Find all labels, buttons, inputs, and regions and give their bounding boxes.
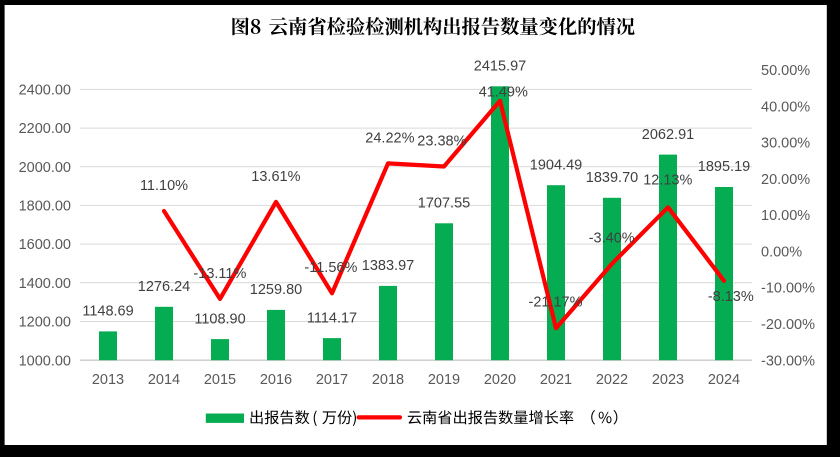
svg-text:2200.00: 2200.00 bbox=[19, 121, 71, 137]
svg-text:-10.00%: -10.00% bbox=[761, 281, 815, 297]
svg-text:1400.00: 1400.00 bbox=[19, 276, 71, 292]
svg-text:40.00%: 40.00% bbox=[761, 99, 810, 115]
svg-text:1839.70: 1839.70 bbox=[586, 170, 638, 186]
svg-text:-8.13%: -8.13% bbox=[708, 289, 754, 305]
svg-text:2021: 2021 bbox=[540, 372, 572, 388]
svg-text:1108.90: 1108.90 bbox=[194, 311, 245, 327]
svg-text:10.00%: 10.00% bbox=[761, 208, 810, 224]
svg-text:11.10%: 11.10% bbox=[140, 178, 188, 194]
svg-text:2415.97: 2415.97 bbox=[474, 59, 526, 75]
svg-text:2016: 2016 bbox=[260, 372, 292, 388]
svg-text:2024: 2024 bbox=[708, 372, 740, 388]
svg-text:-3.40%: -3.40% bbox=[589, 231, 635, 247]
svg-text:1600.00: 1600.00 bbox=[19, 237, 71, 253]
svg-text:1000.00: 1000.00 bbox=[19, 353, 71, 369]
svg-text:-13.11%: -13.11% bbox=[193, 266, 246, 282]
svg-text:23.38%: 23.38% bbox=[417, 133, 466, 149]
svg-text:1148.69: 1148.69 bbox=[82, 304, 133, 320]
svg-text:2018: 2018 bbox=[372, 372, 404, 388]
svg-text:2023: 2023 bbox=[652, 372, 684, 388]
svg-text:-21.17%: -21.17% bbox=[528, 295, 582, 311]
svg-text:2022: 2022 bbox=[596, 372, 628, 388]
svg-text:2000.00: 2000.00 bbox=[19, 160, 71, 176]
svg-text:2019: 2019 bbox=[428, 372, 460, 388]
svg-text:1904.49: 1904.49 bbox=[530, 157, 582, 173]
svg-text:2062.91: 2062.91 bbox=[642, 127, 694, 143]
svg-text:13.61%: 13.61% bbox=[251, 169, 300, 185]
svg-text:0.00%: 0.00% bbox=[761, 244, 802, 260]
svg-text:2014: 2014 bbox=[148, 372, 180, 388]
svg-text:1383.97: 1383.97 bbox=[362, 258, 414, 274]
svg-text:1707.55: 1707.55 bbox=[418, 196, 470, 212]
svg-text:-20.00%: -20.00% bbox=[761, 317, 815, 333]
svg-text:1276.24: 1276.24 bbox=[138, 279, 190, 295]
svg-text:41.49%: 41.49% bbox=[479, 85, 528, 101]
svg-text:1114.17: 1114.17 bbox=[307, 310, 357, 326]
svg-text:50.00%: 50.00% bbox=[761, 63, 810, 79]
svg-text:-30.00%: -30.00% bbox=[761, 353, 815, 369]
svg-text:24.22%: 24.22% bbox=[365, 130, 414, 146]
svg-text:30.00%: 30.00% bbox=[761, 136, 810, 152]
svg-text:-11.56%: -11.56% bbox=[304, 260, 357, 276]
svg-text:1800.00: 1800.00 bbox=[19, 199, 71, 215]
svg-text:2013: 2013 bbox=[92, 372, 124, 388]
svg-text:1200.00: 1200.00 bbox=[19, 315, 71, 331]
svg-text:2015: 2015 bbox=[204, 372, 236, 388]
svg-text:2017: 2017 bbox=[316, 372, 348, 388]
svg-text:12.13%: 12.13% bbox=[643, 173, 692, 189]
svg-text:1259.80: 1259.80 bbox=[250, 282, 302, 298]
svg-text:2020: 2020 bbox=[484, 372, 516, 388]
svg-text:2400.00: 2400.00 bbox=[19, 83, 71, 99]
svg-text:20.00%: 20.00% bbox=[761, 172, 810, 188]
svg-text:1895.19: 1895.19 bbox=[698, 159, 750, 175]
